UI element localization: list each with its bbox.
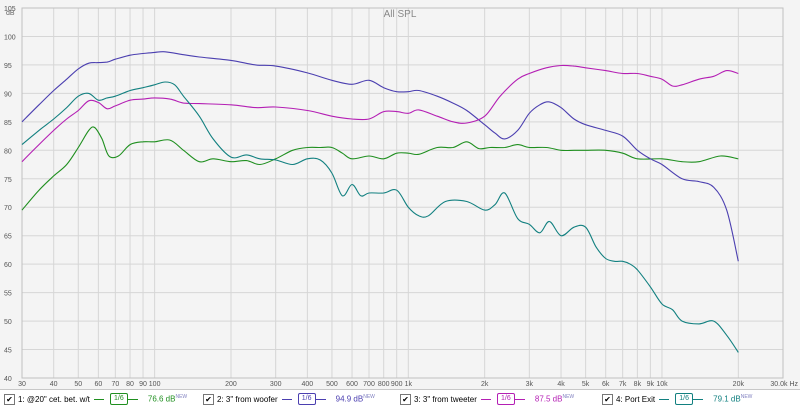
legend-color-1b [127,398,138,400]
x-tick-label: 30.0k Hz [770,381,798,388]
x-tick-label: 500 [326,381,338,388]
legend-bar: ✔ 1: @20" cet. bet. w/t 1/6 76.6 dBNEW ✔… [0,389,800,408]
y-tick-label: 90 [4,91,12,98]
legend-color-1 [93,398,104,400]
legend-color-4b [693,398,704,400]
legend-label-2: 2: 3" from woofer [217,394,278,404]
x-tick-label: 7k [619,381,627,388]
series-line-3 [21,64,739,163]
legend-checkbox-4[interactable]: ✔ [602,393,613,405]
series-line-1 [21,126,739,211]
x-tick-label: 70 [111,381,119,388]
y-axis-unit: dB [6,10,15,17]
legend-color-2 [281,398,292,400]
y-tick-label: 85 [4,120,12,127]
x-tick-label: 8k [634,381,642,388]
smoothing-button-1[interactable]: 1/6 [109,393,128,405]
x-tick-label: 80 [126,381,134,388]
y-tick-label: 95 [4,63,12,70]
y-tick-label: 105 [4,6,16,13]
x-tick-label: 6k [602,381,610,388]
y-tick-label: 75 [4,177,12,184]
x-tick-labels: 30 40 50 60 70 80 90 100 200 300 400 500 600 700 800 90… [18,381,798,388]
legend-color-2b [315,398,326,400]
legend-label-1: 1: @20" cet. bet. w/t [18,394,90,404]
chart-title: All SPL [384,9,417,20]
smoothing-button-2[interactable]: 1/6 [297,393,316,405]
legend-label-4: 4: Port Exit [616,394,656,404]
y-tick-label: 80 [4,148,12,155]
legend-level-value-1: 76.6 dB [147,394,176,404]
x-tick-label: 20k [733,381,745,388]
legend-item-4[interactable]: ✔ 4: Port Exit 1/6 79.1 dBNEW [602,392,752,406]
legend-color-3b [514,398,525,400]
x-tick-label: 300 [270,381,282,388]
y-tick-label: 55 [4,291,12,298]
new-tag-2: NEW [363,394,375,401]
grid-lines [21,7,784,379]
new-tag-1: NEW [175,394,188,401]
legend-level-2: 94.9 dBNEW [336,394,375,404]
y-tick-label: 100 [4,34,16,41]
x-tick-label: 30 [18,381,26,388]
legend-checkbox-2[interactable]: ✔ [203,393,214,405]
y-tick-label: 40 [4,376,12,383]
legend-item-2[interactable]: ✔ 2: 3" from woofer 1/6 94.9 dBNEW [203,392,375,406]
x-tick-label: 600 [346,381,358,388]
legend-level-4: 79.1 dBNEW [713,394,752,404]
legend-checkbox-3[interactable]: ✔ [400,393,411,405]
y-tick-label: 70 [4,205,12,212]
x-tick-label: 1k [405,381,413,388]
legend-label-3: 3: 3" from tweeter [414,394,477,404]
y-tick-label: 65 [4,234,12,241]
y-tick-label: 45 [4,348,12,355]
spl-graph[interactable]: 40 45 50 55 60 65 70 75 80 85 90 95 100 105 30 40 50 60 7… [0,0,800,389]
x-tick-label: 4k [557,381,565,388]
legend-level-value-2: 94.9 dB [335,394,364,404]
x-tick-label: 50 [74,381,82,388]
new-tag-4: NEW [740,394,753,401]
series-line-4 [21,81,739,353]
y-tick-label: 50 [4,319,12,326]
legend-level-value-3: 87.5 dB [534,394,563,404]
x-tick-label: 9k [647,381,655,388]
plot-area [22,8,800,378]
series-line-2 [21,51,739,262]
smoothing-button-3[interactable]: 1/6 [496,393,515,405]
new-tag-3: NEW [562,394,575,401]
y-tick-label: 60 [4,262,12,269]
x-tick-label: 3k [526,381,534,388]
x-tick-label: 2k [481,381,489,388]
x-tick-label: 400 [302,381,314,388]
legend-item-3[interactable]: ✔ 3: 3" from tweeter 1/6 87.5 dBNEW [400,392,574,406]
y-tick-labels: 40 45 50 55 60 65 70 75 80 85 90 95 100 105 [4,6,16,383]
plot-frame [21,7,784,379]
smoothing-button-4[interactable]: 1/6 [675,393,694,405]
legend-level-1: 76.6 dBNEW [148,394,187,404]
x-tick-label: 60 [94,381,102,388]
x-tick-label: 200 [225,381,237,388]
x-tick-label: 700 [363,381,375,388]
legend-checkbox-1[interactable]: ✔ [4,393,15,405]
x-tick-label: 40 [50,381,58,388]
legend-level-value-4: 79.1 dB [713,394,741,404]
x-tick-label: 5k [582,381,590,388]
x-tick-label: 800 [378,381,390,388]
legend-item-1[interactable]: ✔ 1: @20" cet. bet. w/t 1/6 76.6 dBNEW [4,392,187,406]
x-tick-label: 90 [139,381,147,388]
x-tick-label: 10k [656,381,668,388]
legend-color-4 [659,398,670,400]
x-tick-label: 100 [149,381,161,388]
x-tick-label: 900 [391,381,403,388]
series-curves [21,51,739,353]
legend-level-3: 87.5 dBNEW [535,394,574,404]
legend-color-3 [480,398,491,400]
